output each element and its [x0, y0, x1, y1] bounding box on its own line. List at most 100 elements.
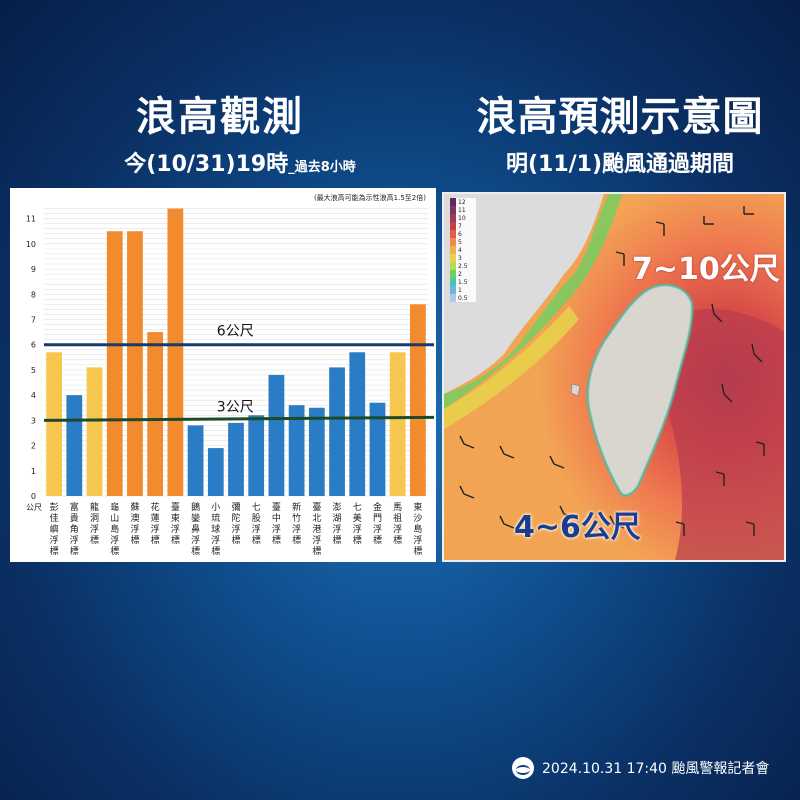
bar — [349, 352, 366, 496]
legend-row: 7 — [450, 222, 476, 230]
category-label: 臺東浮標 — [171, 501, 180, 546]
legend-swatch — [450, 294, 456, 302]
reference-line — [43, 415, 435, 422]
legend-label: 4 — [458, 246, 462, 254]
bar — [187, 425, 204, 496]
legend-label: 2.5 — [458, 262, 468, 270]
legend-row: 2.5 — [450, 262, 476, 270]
legend-row: 11 — [450, 206, 476, 214]
y-tick-label: 5 — [31, 366, 36, 375]
chart-note: (最大浪高可能為示性浪高1.5至2倍) — [314, 193, 426, 202]
forecast-title: 浪高預測示意圖 — [476, 94, 764, 140]
category-label: 鵝鑾鼻浮標 — [191, 501, 200, 557]
category-label: 馬祖浮標 — [393, 502, 402, 546]
legend-label: 10 — [458, 214, 466, 222]
category-label: 富貴角浮標 — [70, 501, 79, 557]
legend-row: 6 — [450, 230, 476, 238]
legend-row: 4 — [450, 246, 476, 254]
legend-label: 0.5 — [458, 294, 468, 302]
coastal-low-wave — [444, 194, 622, 409]
legend-swatch — [450, 278, 456, 286]
legend-label: 1.5 — [458, 278, 468, 286]
category-label: 七股浮標 — [252, 502, 261, 546]
legend-swatch — [450, 262, 456, 270]
bar — [268, 374, 285, 496]
legend-row: 0.5 — [450, 294, 476, 302]
legend-swatch — [450, 222, 456, 230]
legend-row: 12 — [450, 198, 476, 206]
high-wave-label: 7~10公尺 — [632, 252, 780, 287]
legend-swatch — [450, 238, 456, 246]
reference-line-label: 3公尺 — [217, 399, 254, 415]
legend-row: 1.5 — [450, 278, 476, 286]
legend-row: 3 — [450, 254, 476, 262]
y-tick-label: 9 — [31, 265, 36, 274]
bar — [389, 352, 406, 496]
mainland-coast — [444, 194, 604, 394]
y-tick-label: 1 — [31, 467, 36, 476]
category-label: 龍洞浮標 — [90, 501, 99, 546]
legend-label: 12 — [458, 198, 466, 206]
y-tick-label: 10 — [26, 240, 36, 249]
legend-label: 6 — [458, 230, 462, 238]
category-label: 彭佳嶼浮標 — [50, 501, 59, 557]
bar — [329, 367, 345, 496]
bar — [106, 231, 123, 496]
bar — [147, 332, 164, 496]
bar — [288, 405, 305, 496]
y-tick-label: 11 — [26, 215, 36, 224]
legend-label: 3 — [458, 254, 462, 262]
category-label: 七美浮標 — [353, 502, 362, 546]
bar — [127, 231, 143, 496]
bar — [308, 407, 325, 496]
press-conference-time: 2024.10.31 17:40 颱風警報記者會 — [542, 761, 770, 777]
legend-label: 1 — [458, 286, 462, 294]
observation-time: 今(10/31)19時 — [124, 152, 289, 177]
legend-label: 11 — [458, 206, 466, 214]
forecast-subtitle: 明(11/1)颱風通過期間 — [505, 152, 735, 177]
legend-swatch — [450, 198, 456, 206]
y-tick-label: 8 — [31, 290, 36, 299]
legend-swatch — [450, 214, 456, 222]
low-wave-label: 4~6公尺 — [514, 510, 641, 545]
observation-period: _過去8小時 — [288, 160, 356, 175]
y-axis-label: 公尺 — [26, 503, 42, 512]
bar — [167, 208, 184, 497]
category-label: 臺中浮標 — [272, 501, 281, 546]
legend-label: 2 — [458, 270, 462, 278]
legend-row: 5 — [450, 238, 476, 246]
legend-swatch — [450, 246, 456, 254]
wave-height-chart: 0 1 2 3 4 5 6 7 8 9 10 11 公尺 (最大浪高可能為示性浪高1.5至2倍) 彭佳嶼浮標… — [10, 188, 436, 562]
legend-swatch — [450, 254, 456, 262]
bar — [86, 367, 103, 496]
y-tick-label: 2 — [31, 442, 36, 451]
category-label: 臺北港浮標 — [312, 501, 321, 557]
legend-label: 7 — [458, 222, 462, 230]
footer: 2024.10.31 17:40 颱風警報記者會 — [512, 757, 769, 779]
taiwan-coastal-band — [586, 283, 694, 497]
bar-chart-svg: 0 1 2 3 4 5 6 7 8 9 10 11 公尺 (最大浪高可能為示性浪高1.5至2倍) 彭佳嶼浮標… — [26, 193, 435, 557]
category-label: 新竹浮標 — [292, 501, 301, 546]
category-label: 彌陀浮標 — [231, 502, 240, 546]
reference-line-label: 6公尺 — [217, 324, 254, 340]
y-tick-label: 3 — [31, 416, 36, 425]
legend-swatch — [450, 230, 456, 238]
legend-row: 2 — [450, 270, 476, 278]
cwa-logo-icon — [512, 757, 534, 779]
bar — [66, 395, 83, 496]
bar — [369, 402, 386, 496]
forecast-map-svg — [444, 194, 784, 560]
bar — [228, 422, 244, 496]
observation-title: 浪高觀測 — [136, 94, 304, 140]
legend-label: 5 — [458, 238, 462, 246]
legend-row: 1 — [450, 286, 476, 294]
bar — [46, 352, 62, 496]
category-label: 蘇澳浮標 — [130, 501, 139, 546]
y-tick-label: 7 — [31, 315, 36, 324]
legend-swatch — [450, 286, 456, 294]
category-label: 花蓮浮標 — [151, 501, 160, 546]
wave-legend: 12 11 10 7 6 5 4 3 2.5 2 1.5 1 0.5 — [450, 198, 476, 302]
wave-forecast-map: 12 11 10 7 6 5 4 3 2.5 2 1.5 1 0.5 7~10公尺 4~6公尺 — [442, 192, 786, 562]
y-tick-label: 0 — [31, 492, 36, 501]
legend-row: 10 — [450, 214, 476, 222]
